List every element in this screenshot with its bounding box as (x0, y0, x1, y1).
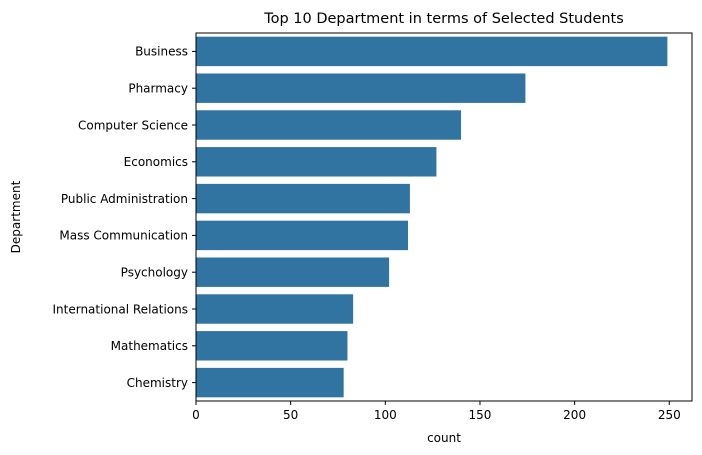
bar-psychology (196, 257, 390, 287)
y-tick-label: Public Administration (61, 192, 188, 206)
bar-computer-science (196, 110, 462, 140)
x-tick-label: 200 (563, 408, 586, 422)
y-tick-label: Mathematics (111, 339, 188, 353)
x-tick-label: 0 (192, 408, 200, 422)
y-tick-label: Mass Communication (59, 229, 188, 243)
bar-business (196, 36, 668, 67)
bar-international-relations (196, 294, 354, 324)
y-tick-label: Business (135, 45, 188, 59)
y-tick-label: Computer Science (78, 118, 188, 132)
x-tick-label: 150 (469, 408, 492, 422)
chart-title: Top 10 Department in terms of Selected S… (263, 11, 624, 27)
y-tick-label: Economics (124, 155, 188, 169)
x-tick-label: 100 (374, 408, 397, 422)
x-axis-label: count (427, 431, 461, 445)
bar-economics (196, 147, 437, 177)
x-tick-label: 50 (283, 408, 298, 422)
y-tick-label: Psychology (121, 266, 188, 280)
y-tick-label: Chemistry (127, 376, 188, 390)
bar-chemistry (196, 367, 344, 398)
bar-pharmacy (196, 73, 526, 103)
y-tick-label: Pharmacy (128, 82, 188, 96)
bar-public-administration (196, 183, 410, 214)
bar-mathematics (196, 331, 348, 361)
bars-group (196, 36, 668, 398)
x-tick-label: 250 (658, 408, 681, 422)
plot-frame (195, 32, 693, 402)
y-tick-labels: Business Pharmacy Computer Science Economic… (52, 45, 196, 390)
y-axis-label: Department (9, 180, 23, 253)
y-tick-label: International Relations (52, 302, 188, 316)
bar-mass-communication (196, 220, 409, 251)
x-ticks: 0 50 100 150 200 250 (192, 401, 681, 422)
